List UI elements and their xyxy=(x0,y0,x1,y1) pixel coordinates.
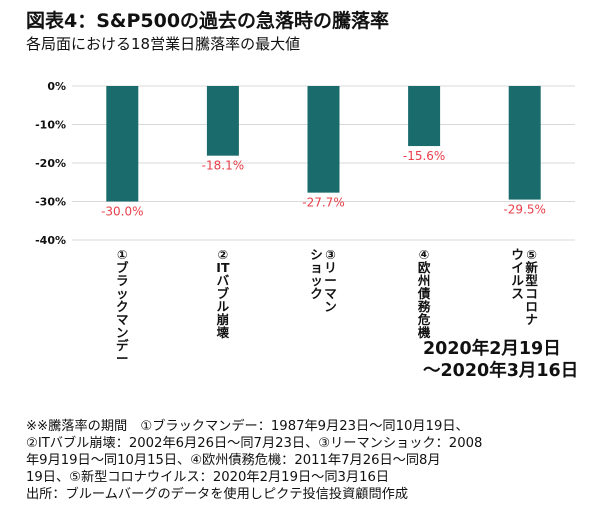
category-label-line: ウイルス xyxy=(511,247,524,301)
category-label: ③リーマン ショック xyxy=(310,248,338,313)
footnote-line: ②ITバブル崩壊：2002年6月26日～同7月23日、③リーマンショック：200… xyxy=(26,436,483,451)
category-label-line: ①ブラックマンデー xyxy=(116,247,129,366)
data-label: -30.0% xyxy=(101,205,143,219)
period-start: 2020年2月19日 xyxy=(423,339,561,359)
bar xyxy=(307,86,340,193)
category-label-line: ④欧州債務危機 xyxy=(417,247,431,340)
bar-chart: 0% -10% -20% -30% -40% -30.0% -18.1% -27.7% -15… xyxy=(35,80,575,247)
category-label-line: ②ITバブル崩壊 xyxy=(216,247,230,340)
y-tick-label: -10% xyxy=(35,119,66,132)
data-label: -27.7% xyxy=(302,196,344,210)
category-label: ②ITバブル崩壊 xyxy=(216,248,230,339)
footnote-line: ※※騰落率の期間 ①ブラックマンデー：1987年9月23日～同10月19日、 xyxy=(26,419,469,434)
bar xyxy=(508,86,541,200)
y-tick-label: -20% xyxy=(35,157,66,170)
bar xyxy=(106,86,139,202)
data-label: -15.6% xyxy=(403,149,445,163)
footnote-line: 19日、⑤新型コロナウイルス：2020年2月19日～同3月16日 xyxy=(26,470,390,485)
y-tick-label: -30% xyxy=(35,196,66,209)
data-labels: -30.0% -18.1% -27.7% -15.6% -29.5% xyxy=(101,149,546,218)
y-axis-tick-labels: 0% -10% -20% -30% -40% xyxy=(35,80,66,247)
category-label-line: ショック xyxy=(310,247,323,301)
y-tick-label: -40% xyxy=(35,234,66,247)
bars xyxy=(106,86,541,202)
footnote-line: 年9月19日～同10月15日、④欧州債務危機：2011年7月26日～同8月 xyxy=(26,453,441,468)
category-label-line: ③リーマン xyxy=(324,247,337,314)
footnotes: ※※騰落率の期間 ①ブラックマンデー：1987年9月23日～同10月19日、 ②… xyxy=(26,418,586,503)
category-label: ⑤新型コロナ ウイルス xyxy=(511,248,539,326)
source-note: 出所：ブルームバーグのデータを使用しピクテ投信投資顧問作成 xyxy=(26,487,409,502)
category-label: ①ブラックマンデー xyxy=(115,248,129,365)
category-label: ④欧州債務危機 xyxy=(417,248,431,339)
category-label-line: ⑤新型コロナ xyxy=(525,247,538,327)
data-label: -29.5% xyxy=(503,203,545,217)
data-label: -18.1% xyxy=(202,159,244,173)
period-label: 2020年2月19日 ～2020年3月16日 xyxy=(423,338,578,382)
period-end: ～2020年3月16日 xyxy=(423,361,579,381)
bar xyxy=(408,86,441,147)
bar xyxy=(206,86,239,156)
chart-title: 図表4：S&P500の過去の急落時の騰落率 xyxy=(26,10,390,32)
y-tick-label: 0% xyxy=(47,80,66,93)
chart-subtitle: 各局面における18営業日騰落率の最大値 xyxy=(26,35,301,53)
